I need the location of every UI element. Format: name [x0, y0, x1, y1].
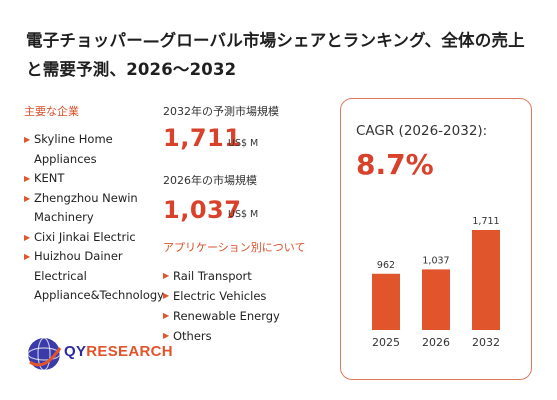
- company-name: Zhengzhou Newin Machinery: [34, 190, 138, 225]
- page-title: 電子チョッパー—グローバル市場シェアとランキング、全体の売上と需要予測、2026…: [26, 31, 525, 79]
- bar-2025: [372, 273, 400, 330]
- list-item: ▶ Rail Transport: [163, 266, 313, 286]
- cagr-value: 8.7%: [356, 148, 434, 181]
- bar-2026: [422, 269, 450, 330]
- bullet-arrow-icon: ▶: [163, 271, 170, 280]
- market-2026-label: 2026年の市場規模: [163, 174, 257, 187]
- application-list: ▶ Rail Transport ▶ Electric Vehicles ▶ Rene…: [163, 266, 313, 346]
- list-item: ▶ Others: [163, 326, 313, 346]
- company-name: Cixi Jinkai Electric: [34, 229, 136, 244]
- cagr-label: CAGR (2026-2032):: [356, 123, 488, 139]
- companies-label: 主要な企業: [24, 105, 79, 118]
- list-item: ▶ Cixi Jinkai Electric: [24, 228, 174, 248]
- forecast-2032-value: 1,711: [163, 124, 242, 152]
- bullet-arrow-icon: ▶: [163, 331, 170, 340]
- list-item: ▶ Skyline Home Appliances: [24, 130, 174, 169]
- x-tick-label: 2025: [372, 336, 400, 349]
- list-item: ▶ Renewable Energy: [163, 306, 313, 326]
- company-list: ▶ Skyline Home Appliances ▶ KENT ▶ Zhengzho…: [24, 130, 174, 306]
- logo-wordmark: QYRESEARCH: [64, 343, 173, 360]
- forecast-2032-unit: US$ M: [228, 138, 259, 149]
- bar-2032: [472, 230, 500, 330]
- application-name: Renewable Energy: [173, 309, 280, 323]
- data-label: 1,711: [472, 216, 499, 227]
- company-name: KENT: [34, 171, 65, 185]
- application-name: Electric Vehicles: [173, 289, 267, 303]
- market-2026-value: 1,037: [163, 196, 242, 224]
- market-size-bar-chart: 962 2025 1,037 2026 1,711 2032: [372, 216, 500, 349]
- list-item: ▶ KENT: [24, 169, 174, 189]
- company-name: Skyline Home Appliances: [34, 132, 113, 166]
- bullet-arrow-icon: ▶: [24, 135, 31, 144]
- application-name: Others: [173, 329, 212, 343]
- list-item: ▶ Zhengzhou Newin Machinery: [24, 189, 174, 228]
- bullet-arrow-icon: ▶: [24, 174, 31, 183]
- bullet-arrow-icon: ▶: [24, 232, 31, 242]
- forecast-2032-label: 2032年の予測市場規模: [163, 105, 279, 118]
- company-name: Huizhou Dainer Electrical Appliance&Tech…: [34, 249, 164, 302]
- market-2026-unit: US$ M: [228, 209, 259, 220]
- x-tick-label: 2026: [422, 336, 450, 349]
- data-label: 962: [377, 260, 395, 271]
- bullet-arrow-icon: ▶: [163, 311, 170, 320]
- bullet-arrow-icon: ▶: [24, 252, 31, 261]
- globe-logo-icon: [27, 337, 62, 371]
- data-label: 1,037: [422, 255, 449, 266]
- list-item: ▶ Electric Vehicles: [163, 286, 313, 306]
- bullet-arrow-icon: ▶: [24, 193, 31, 203]
- applications-label: アプリケーション別について: [163, 241, 306, 254]
- list-item: ▶ Huizhou Dainer Electrical Appliance&Tec…: [24, 247, 174, 306]
- bullet-arrow-icon: ▶: [163, 291, 170, 300]
- qyresearch-logo: QYRESEARCH: [24, 332, 173, 376]
- application-name: Rail Transport: [173, 269, 252, 283]
- x-tick-label: 2032: [472, 336, 500, 349]
